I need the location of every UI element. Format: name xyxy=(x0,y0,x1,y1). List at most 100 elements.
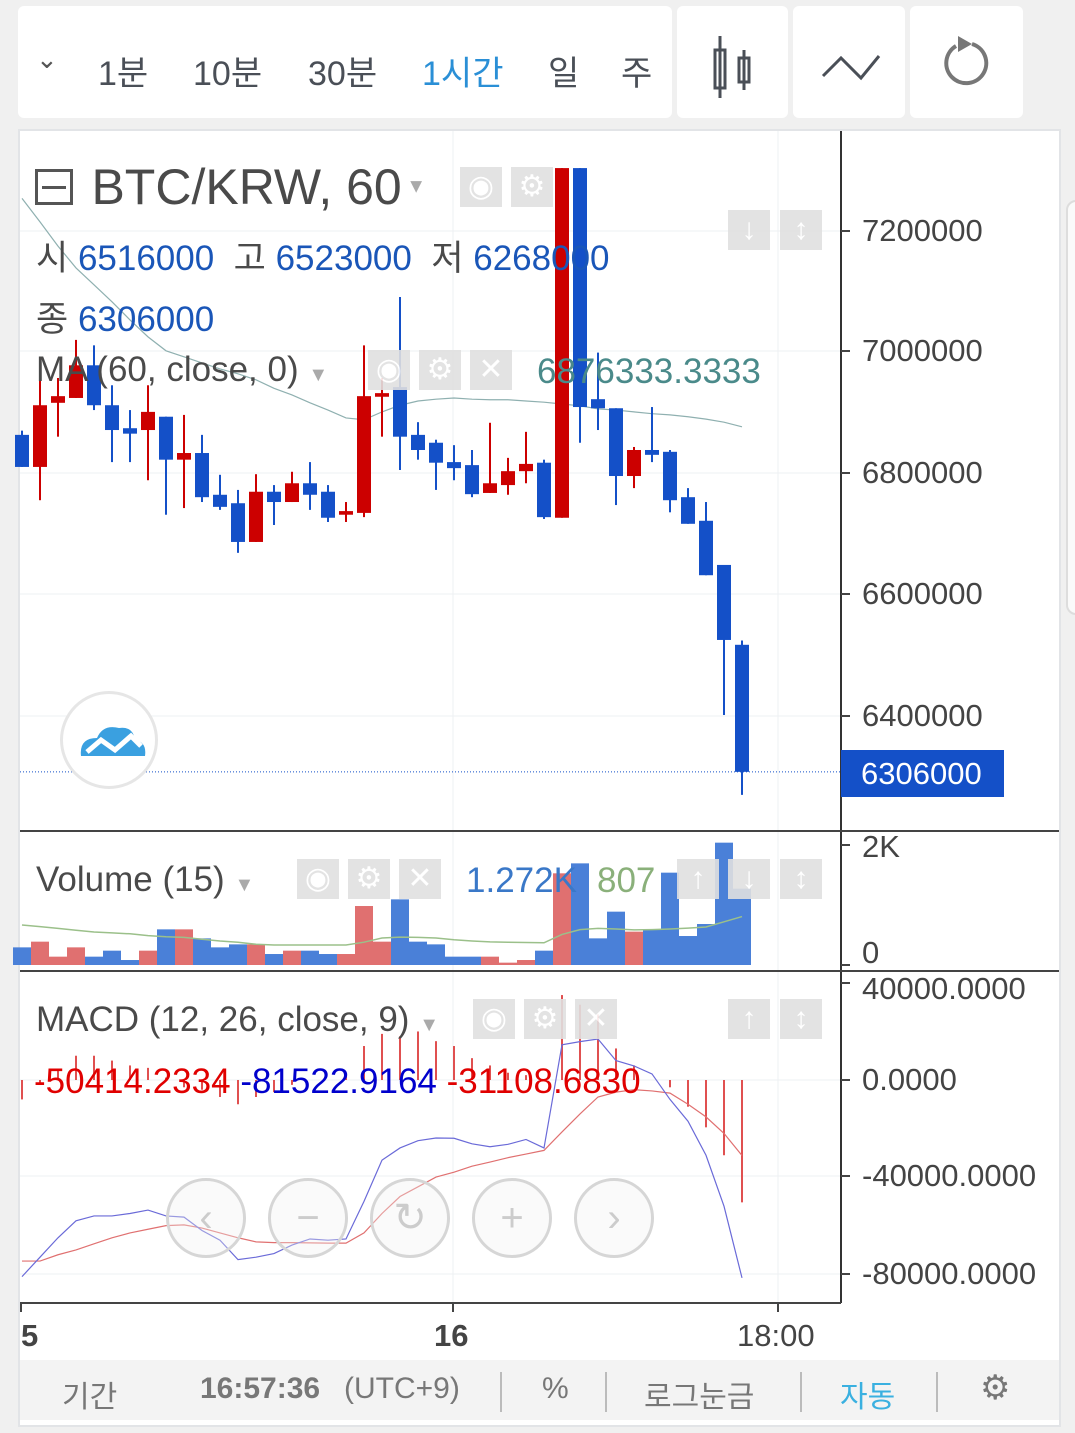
timeframe-30m[interactable]: 30분 xyxy=(308,55,378,93)
divider xyxy=(936,1372,938,1412)
candle-body xyxy=(717,564,731,640)
macd-title[interactable]: MACD (12, 26, close, 9) xyxy=(36,1000,410,1039)
candle-body xyxy=(591,399,605,409)
volume-bar xyxy=(409,941,427,965)
move-down-icon[interactable]: ↓ xyxy=(728,859,770,899)
settings-gear-icon[interactable]: ⚙ xyxy=(980,1369,1011,1407)
volume-bar xyxy=(211,947,229,965)
volume-bar xyxy=(607,911,625,965)
volume-bar xyxy=(679,936,697,965)
candle-body xyxy=(663,451,677,501)
caret-down-icon[interactable]: ▼ xyxy=(419,1014,439,1036)
close-icon[interactable]: ✕ xyxy=(399,859,441,899)
zoom-out-button[interactable]: − xyxy=(268,1178,348,1258)
eye-icon[interactable]: ◉ xyxy=(473,999,515,1039)
time-tick: 18:00 xyxy=(737,1318,815,1353)
volume-bar xyxy=(697,924,715,965)
candle-body xyxy=(303,483,317,495)
volume-bar xyxy=(481,956,499,965)
candle-body xyxy=(393,387,407,437)
gear-icon[interactable]: ⚙ xyxy=(419,350,461,390)
caret-down-icon[interactable]: ▼ xyxy=(406,175,426,198)
candle-body xyxy=(699,520,713,576)
chart-type-button[interactable] xyxy=(677,6,788,118)
move-up-icon[interactable]: ↑ xyxy=(677,859,719,899)
candle-body xyxy=(195,453,209,498)
tradingview-logo[interactable] xyxy=(60,691,158,789)
timeframe-1m[interactable]: 1분 xyxy=(98,55,149,93)
volume-value: 1.272K xyxy=(466,861,577,900)
line-chart-icon xyxy=(821,55,881,81)
close-icon[interactable]: ✕ xyxy=(470,350,512,390)
time-tick: 5 xyxy=(21,1318,39,1353)
timeframe-toolbar: ⌄ 1분 10분 30분 1시간 일 주 xyxy=(18,6,672,118)
candle-body xyxy=(249,491,263,542)
resize-icon[interactable]: ↕ xyxy=(780,999,822,1039)
gear-icon[interactable]: ⚙ xyxy=(348,859,390,899)
macd-line-value: -81522.9164 xyxy=(240,1062,437,1101)
resize-icon[interactable]: ↕ xyxy=(780,859,822,899)
volume-bar xyxy=(517,960,535,965)
auto-scale-toggle[interactable]: 자동 xyxy=(840,1381,896,1414)
close-icon[interactable]: ✕ xyxy=(575,999,617,1039)
candle-body xyxy=(69,365,83,398)
volume-bar xyxy=(247,944,265,965)
zoom-in-button[interactable]: + xyxy=(472,1178,552,1258)
macd-signal-value: -31108.6830 xyxy=(446,1062,641,1101)
eye-icon[interactable]: ◉ xyxy=(368,350,410,390)
candle-body xyxy=(645,449,659,455)
symbol-title[interactable]: BTC/KRW, 60 xyxy=(91,159,402,215)
eye-icon[interactable]: ◉ xyxy=(460,167,502,207)
candle-body xyxy=(231,503,245,542)
timeframe-1h[interactable]: 1시간 xyxy=(422,55,504,93)
open-value: 6516000 xyxy=(77,239,215,278)
macd-tick: -40000.0000 xyxy=(862,1158,1037,1193)
caret-down-icon[interactable]: ▼ xyxy=(234,874,255,896)
volume-bar xyxy=(103,950,121,965)
eye-icon[interactable]: ◉ xyxy=(297,859,339,899)
volume-bar xyxy=(157,929,175,965)
gear-icon[interactable]: ⚙ xyxy=(511,167,553,207)
period-button[interactable]: 기간 xyxy=(62,1381,118,1414)
clock-time[interactable]: 16:57:36 xyxy=(200,1372,321,1405)
clock-timezone[interactable]: (UTC+9) xyxy=(344,1372,460,1405)
scroll-right-button[interactable]: › xyxy=(574,1178,654,1258)
volume-title[interactable]: Volume (15) xyxy=(36,860,225,899)
ma-title[interactable]: MA (60, close, 0) xyxy=(36,350,299,389)
indicator-button[interactable] xyxy=(793,6,905,118)
macd-tick: 0.0000 xyxy=(862,1062,957,1097)
chevron-down-icon[interactable]: ⌄ xyxy=(36,44,58,74)
candle-body xyxy=(177,453,191,460)
refresh-icon xyxy=(944,36,989,86)
divider xyxy=(500,1372,502,1412)
volume-bar xyxy=(319,954,337,965)
candle-body xyxy=(321,491,335,518)
move-down-icon[interactable]: ↓ xyxy=(728,210,770,250)
collapse-icon[interactable] xyxy=(35,169,73,205)
refresh-button[interactable] xyxy=(910,6,1023,118)
percent-toggle[interactable]: % xyxy=(542,1372,569,1405)
timeframe-week[interactable]: 주 xyxy=(621,55,653,93)
volume-bar xyxy=(643,929,661,965)
move-up-icon[interactable]: ↑ xyxy=(728,999,770,1039)
divider xyxy=(605,1372,607,1412)
candle-body xyxy=(357,396,371,513)
high-value: 6523000 xyxy=(275,239,412,278)
scroll-left-button[interactable]: ‹ xyxy=(166,1178,246,1258)
resize-icon[interactable]: ↕ xyxy=(780,210,822,250)
log-scale-toggle[interactable]: 로그눈금 xyxy=(644,1381,755,1414)
ohlc-legend: 시 6516000 고 6523000 저 6268000 xyxy=(36,230,610,281)
timeframe-day[interactable]: 일 xyxy=(548,55,580,93)
cloud-chart-icon xyxy=(80,727,146,756)
volume-bar xyxy=(85,956,103,965)
volume-bar xyxy=(589,938,607,965)
ma-value: 6876333.3333 xyxy=(537,352,761,391)
last-price-label: 6306000 xyxy=(841,750,1004,797)
reset-button[interactable]: ↻ xyxy=(370,1178,450,1258)
caret-down-icon[interactable]: ▼ xyxy=(308,364,329,386)
macd-histogram-value: -50414.2334 xyxy=(34,1062,231,1101)
timeframe-10m[interactable]: 10분 xyxy=(193,55,263,93)
macd-legend: MACD (12, 26, close, 9) ▼ xyxy=(36,1000,439,1040)
gear-icon[interactable]: ⚙ xyxy=(524,999,566,1039)
